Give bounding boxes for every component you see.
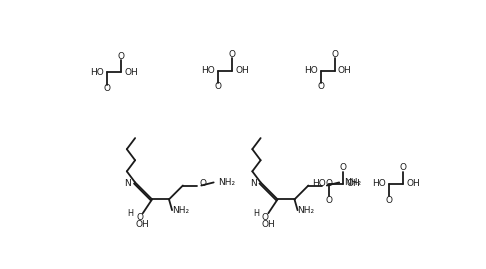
- Text: O: O: [399, 163, 407, 172]
- Text: OH: OH: [406, 179, 420, 189]
- Text: HO: HO: [312, 179, 326, 189]
- Text: HO: HO: [90, 68, 104, 77]
- Text: O: O: [200, 179, 207, 189]
- Text: O: O: [118, 52, 125, 61]
- Text: O: O: [340, 163, 347, 172]
- Text: OH: OH: [261, 220, 275, 228]
- Text: O: O: [325, 179, 332, 189]
- Text: OH: OH: [235, 66, 249, 75]
- Text: O: O: [262, 213, 269, 222]
- Text: O: O: [386, 196, 393, 205]
- Text: O: O: [331, 50, 338, 59]
- Text: O: O: [215, 83, 222, 91]
- Text: O: O: [228, 50, 236, 59]
- Text: O: O: [326, 196, 332, 205]
- Text: OH: OH: [338, 66, 351, 75]
- Text: OH: OH: [124, 68, 138, 77]
- Text: HO: HO: [201, 66, 215, 75]
- Text: O: O: [317, 83, 324, 91]
- Text: N: N: [250, 179, 257, 189]
- Text: HO: HO: [304, 66, 318, 75]
- Text: H: H: [253, 209, 259, 218]
- Text: NH₂: NH₂: [172, 206, 189, 215]
- Text: OH: OH: [346, 179, 360, 189]
- Text: O: O: [136, 213, 143, 222]
- Text: H: H: [127, 209, 134, 218]
- Text: HO: HO: [372, 179, 386, 189]
- Text: NH₂: NH₂: [297, 206, 315, 215]
- Text: N: N: [124, 179, 131, 189]
- Text: O: O: [104, 84, 111, 93]
- Text: OH: OH: [136, 220, 150, 228]
- Text: NH₂: NH₂: [218, 178, 235, 187]
- Text: NH₂: NH₂: [344, 178, 361, 187]
